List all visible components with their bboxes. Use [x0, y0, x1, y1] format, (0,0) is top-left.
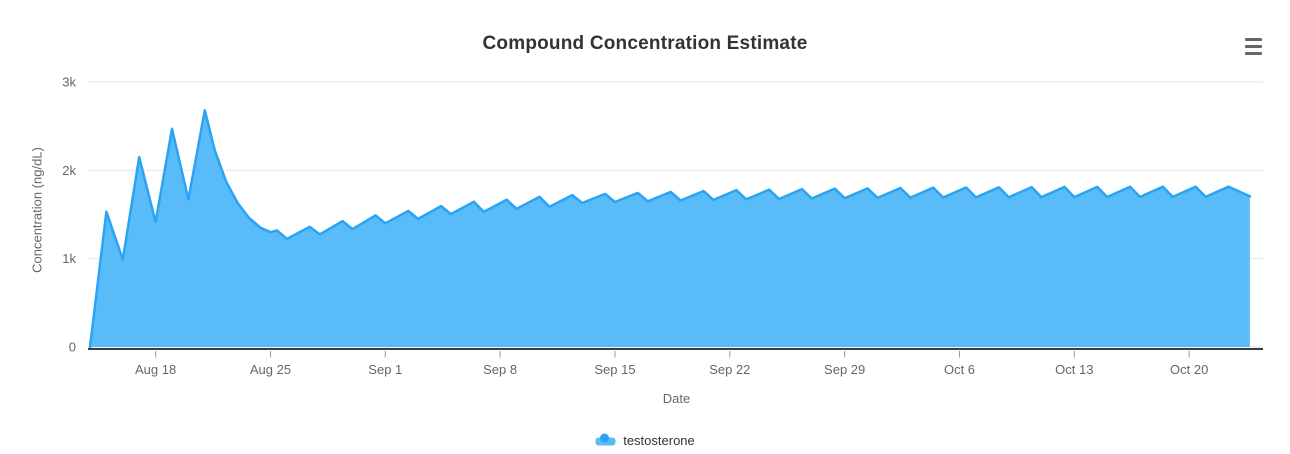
y-tick-label: 1k	[62, 251, 76, 266]
hamburger-icon	[1244, 38, 1262, 41]
x-tick-label: Sep 1	[368, 362, 402, 377]
x-tick-label: Sep 29	[824, 362, 865, 377]
series-area-testosterone[interactable]	[90, 110, 1250, 347]
x-tick-label: Oct 20	[1170, 362, 1208, 377]
x-tick-label: Oct 13	[1055, 362, 1093, 377]
y-axis-title: Concentration (ng/dL)	[29, 147, 45, 273]
hamburger-icon	[1244, 52, 1262, 55]
hamburger-icon	[1244, 45, 1262, 48]
x-axis-title: Date	[662, 391, 691, 406]
legend: testosterone	[0, 430, 1290, 450]
x-tick-label: Oct 6	[944, 362, 975, 377]
y-tick-label: 2k	[62, 163, 76, 178]
x-tick-label: Sep 15	[594, 362, 635, 377]
series-line-testosterone	[88, 109, 1252, 349]
legend-label: testosterone	[623, 432, 695, 448]
y-tick-label: 0	[69, 340, 76, 355]
x-tick-label: Aug 25	[250, 362, 291, 377]
x-tick-label: Sep 22	[709, 362, 750, 377]
area-series-marker-icon	[595, 433, 616, 446]
export-menu-button[interactable]	[1242, 38, 1264, 55]
y-tick-label: 3k	[62, 75, 76, 90]
x-tick-label: Aug 18	[135, 362, 176, 377]
x-tick-label: Sep 8	[483, 362, 517, 377]
chart-title: Compound Concentration Estimate	[482, 33, 808, 54]
legend-item-testosterone[interactable]: testosterone	[595, 433, 695, 448]
